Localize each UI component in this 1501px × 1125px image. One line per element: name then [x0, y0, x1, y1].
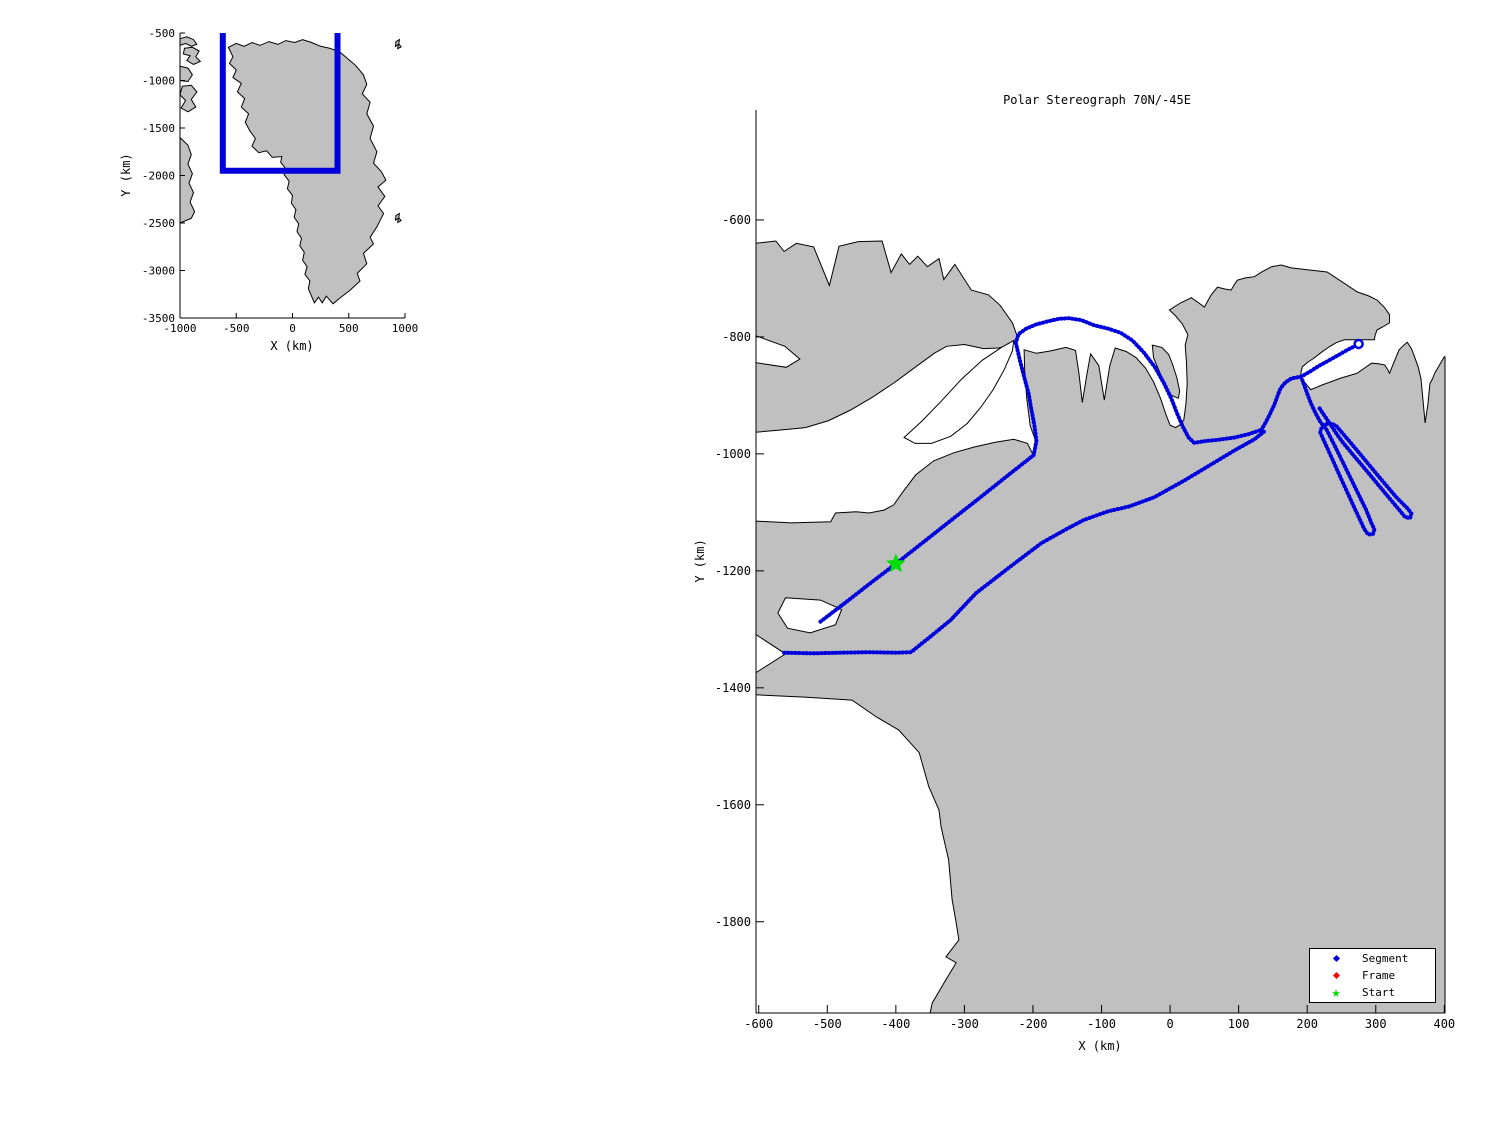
x-tick-label: -300 — [950, 1017, 979, 1031]
legend-label-start: Start — [1362, 986, 1396, 999]
flight-track — [1299, 374, 1414, 537]
y-tick-label: -1200 — [715, 564, 751, 578]
x-tick-label: 1000 — [392, 322, 419, 335]
y-tick-label: -600 — [722, 213, 751, 227]
segment-diamond-icon — [1332, 954, 1340, 963]
x-tick-label: -200 — [1019, 1017, 1048, 1031]
legend-label-segment: Segment — [1362, 952, 1409, 965]
x-tick-label: 0 — [1166, 1017, 1173, 1031]
x-tick-label: 300 — [1365, 1017, 1387, 1031]
y-tick-label: -800 — [722, 330, 751, 344]
x-tick-label: 400 — [1433, 1017, 1455, 1031]
y-tick-label: -3000 — [142, 265, 175, 278]
main-x-axis-label: X (km) — [1078, 1039, 1121, 1053]
x-tick-label: -100 — [1087, 1017, 1116, 1031]
legend-item-segment: Segment — [1310, 950, 1435, 967]
flight-track — [818, 316, 1264, 624]
roi-rectangle — [219, 33, 341, 174]
overview-x-axis-label: X (km) — [270, 339, 313, 353]
coastline-land — [179, 36, 198, 47]
x-tick-label: -500 — [813, 1017, 842, 1031]
start-star-icon: ★ — [1331, 983, 1341, 1001]
legend-item-start: ★ Start — [1310, 984, 1435, 1001]
x-tick-label: -400 — [881, 1017, 910, 1031]
coastline-land — [394, 212, 402, 224]
coastline-land — [179, 84, 198, 113]
main-map-plot: -600 -500 -400 -300 -200 -100 0 100 200 300 400 -60… — [690, 85, 1490, 1070]
coastline-land — [755, 240, 1019, 433]
x-tick-label: -500 — [223, 322, 250, 335]
main-map-svg: -600 -500 -400 -300 -200 -100 0 100 200 300 400-60… — [693, 93, 1455, 1053]
coastline-land — [755, 264, 1446, 1014]
track-end-circle-marker — [1353, 338, 1364, 350]
main-y-axis-label: Y (km) — [693, 539, 707, 582]
coastline-water — [903, 339, 1015, 444]
y-tick-label: -1400 — [715, 681, 751, 695]
y-tick-label: -1000 — [715, 447, 751, 461]
y-tick-label: -500 — [149, 27, 176, 40]
coastline-land — [179, 136, 196, 224]
coastline-land — [179, 65, 194, 83]
y-tick-label: -2500 — [142, 217, 175, 230]
frame-diamond-icon — [1332, 971, 1340, 980]
y-tick-label: -1000 — [142, 75, 175, 88]
legend-box: Segment Frame ★ Start — [1309, 948, 1436, 1003]
y-tick-label: -1800 — [715, 915, 751, 929]
main-plot-title: Polar Stereograph 70N/-45E — [1003, 93, 1191, 107]
x-tick-label: 0 — [289, 322, 296, 335]
flight-track — [782, 429, 1266, 656]
y-tick-label: -1500 — [142, 122, 175, 135]
coastline-water — [777, 597, 843, 634]
flight-track — [1259, 344, 1357, 432]
x-tick-label: 500 — [339, 322, 359, 335]
y-tick-label: -2000 — [142, 170, 175, 183]
coastline-land — [1151, 344, 1181, 400]
coastline-land — [394, 38, 402, 50]
y-tick-label: -1600 — [715, 798, 751, 812]
x-tick-label: 200 — [1296, 1017, 1318, 1031]
x-tick-label: 100 — [1228, 1017, 1250, 1031]
legend-label-frame: Frame — [1362, 969, 1396, 982]
x-tick-label: -600 — [744, 1017, 773, 1031]
overview-map-svg: -1000 -500 0 500 1000 -500 -1000 -1500 -2000 -250… — [119, 27, 419, 353]
y-tick-label: -3500 — [142, 312, 175, 325]
legend-item-frame: Frame — [1310, 967, 1435, 984]
x-tick-label: -1000 — [163, 322, 196, 335]
start-marker — [886, 553, 906, 573]
overview-y-axis-label: Y (km) — [119, 153, 133, 196]
coastline-land — [182, 46, 202, 65]
overview-map-plot: -1000 -500 0 500 1000 -500 -1000 -1500 -2000 -250… — [100, 15, 440, 375]
